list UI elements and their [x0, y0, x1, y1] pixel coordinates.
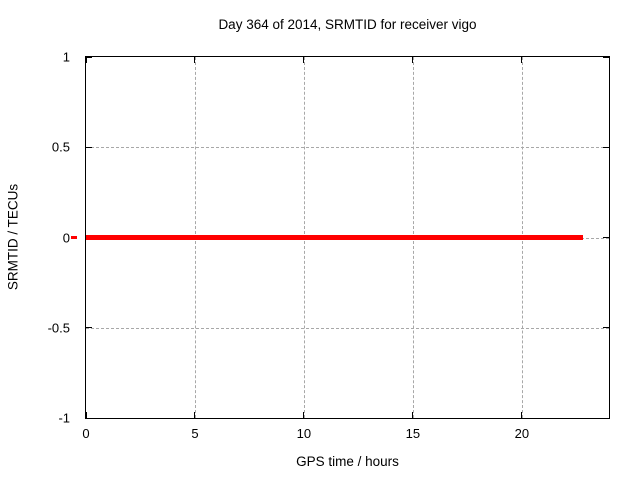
y-tick-label: 1: [62, 49, 70, 65]
y-tick-mark: [603, 327, 609, 329]
x-tick-label: 20: [514, 426, 530, 441]
x-tick-mark: [194, 412, 196, 418]
data-line-left-cap: [71, 236, 77, 239]
y-gridline: [86, 147, 609, 149]
x-tick-label: 15: [405, 426, 421, 441]
plot-area: [85, 56, 610, 419]
data-line-srmtid: [86, 235, 583, 240]
x-tick-label: 10: [296, 426, 312, 441]
y-tick-label: 0: [62, 230, 70, 245]
y-tick-mark: [603, 56, 609, 58]
chart-title: Day 364 of 2014, SRMTID for receiver vig…: [218, 17, 477, 32]
x-tick-mark: [412, 412, 414, 418]
x-tick-label: 5: [191, 426, 199, 441]
y-gridline: [86, 327, 609, 329]
y-tick-label: -1: [58, 410, 70, 426]
x-tick-label: 0: [82, 426, 90, 441]
x-tick-mark: [85, 57, 87, 63]
y-tick-mark: [603, 146, 609, 148]
x-axis-label: GPS time / hours: [296, 454, 399, 469]
x-tick-mark: [521, 412, 523, 418]
x-tick-mark: [303, 412, 305, 418]
x-tick-mark: [412, 57, 414, 63]
x-tick-mark: [85, 412, 87, 418]
y-tick-label: 0.5: [51, 139, 70, 155]
x-tick-mark: [303, 57, 305, 63]
y-tick-mark: [86, 417, 92, 419]
y-tick-mark: [86, 327, 92, 329]
x-tick-mark: [521, 57, 523, 63]
y-tick-mark: [86, 146, 92, 148]
y-tick-mark: [86, 56, 92, 58]
y-tick-mark: [603, 237, 609, 238]
y-tick-label: -0.5: [47, 320, 70, 336]
y-tick-mark: [603, 417, 609, 419]
x-tick-mark: [194, 57, 196, 63]
